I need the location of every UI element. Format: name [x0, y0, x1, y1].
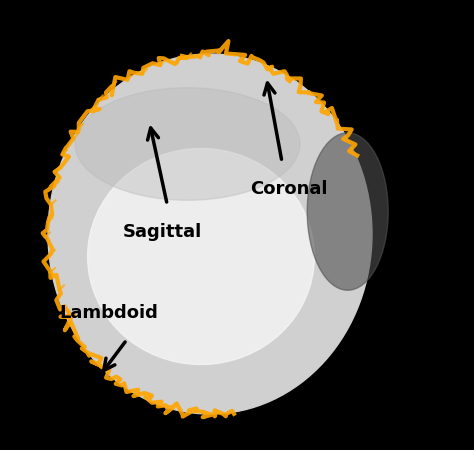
Ellipse shape — [88, 148, 314, 364]
Ellipse shape — [75, 88, 300, 200]
Text: Coronal: Coronal — [250, 180, 328, 198]
Text: Lambdoid: Lambdoid — [59, 304, 158, 322]
Ellipse shape — [48, 54, 372, 414]
Ellipse shape — [307, 133, 388, 290]
Text: Sagittal: Sagittal — [123, 223, 202, 241]
